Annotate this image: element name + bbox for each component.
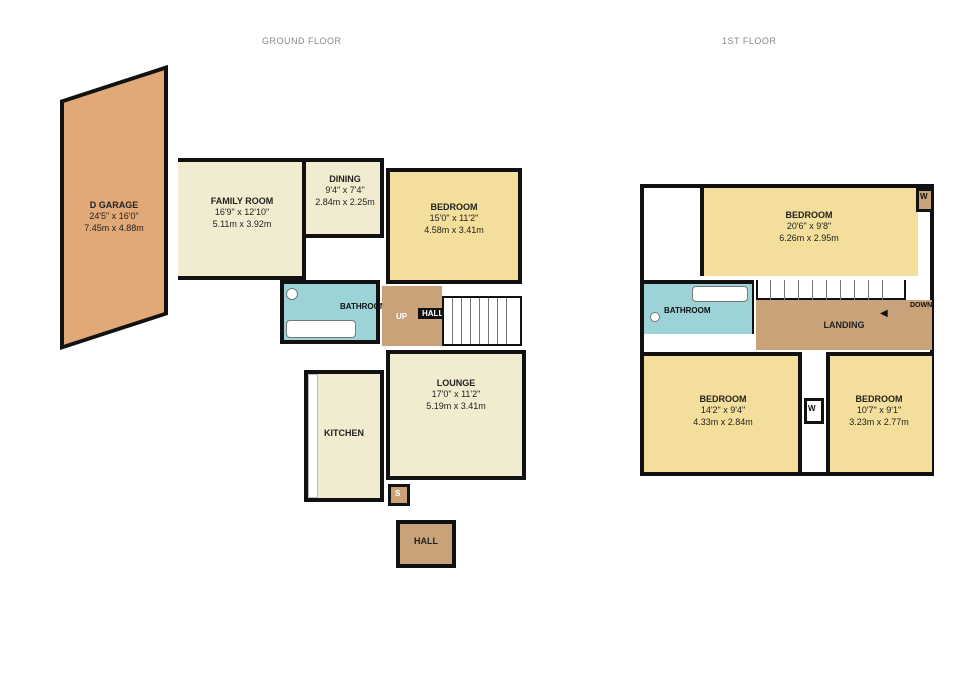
room-family <box>178 158 306 280</box>
label-s: S <box>395 489 400 498</box>
room-lounge <box>386 350 526 480</box>
room-bedroom-bl <box>644 352 802 472</box>
fixture-wc <box>286 288 298 300</box>
room-bedroom-ground <box>386 168 522 284</box>
label-down: DOWN <box>910 302 932 309</box>
kitchen-counter <box>308 374 318 498</box>
first-floor-notch <box>644 188 700 276</box>
room-landing <box>756 300 932 350</box>
fixture-wc-first <box>650 312 660 322</box>
label-w-mid: W <box>808 404 816 413</box>
ground-floor-label: GROUND FLOOR <box>262 36 342 46</box>
label-bathroom-first: BATHROOM <box>664 306 711 315</box>
fixture-tub <box>286 320 356 338</box>
stair-lines-ground <box>444 298 520 344</box>
label-bathroom-ground: BATHROOM <box>340 302 387 311</box>
first-floor-label: 1ST FLOOR <box>722 36 776 46</box>
room-garage <box>60 65 168 350</box>
floorplan-stage: GROUND FLOOR 1ST FLOOR D GARAGE 24'5" x … <box>0 0 980 685</box>
room-entry-hall <box>396 520 456 568</box>
landing-arrow: ◀ <box>880 308 888 319</box>
fixture-tub-first <box>692 286 748 302</box>
label-up: UP <box>396 312 407 321</box>
room-bedroom-top <box>700 188 918 276</box>
room-bedroom-br <box>826 352 932 472</box>
room-dining <box>306 158 384 238</box>
stair-lines-first <box>758 280 904 300</box>
label-w-top: W <box>920 192 928 201</box>
